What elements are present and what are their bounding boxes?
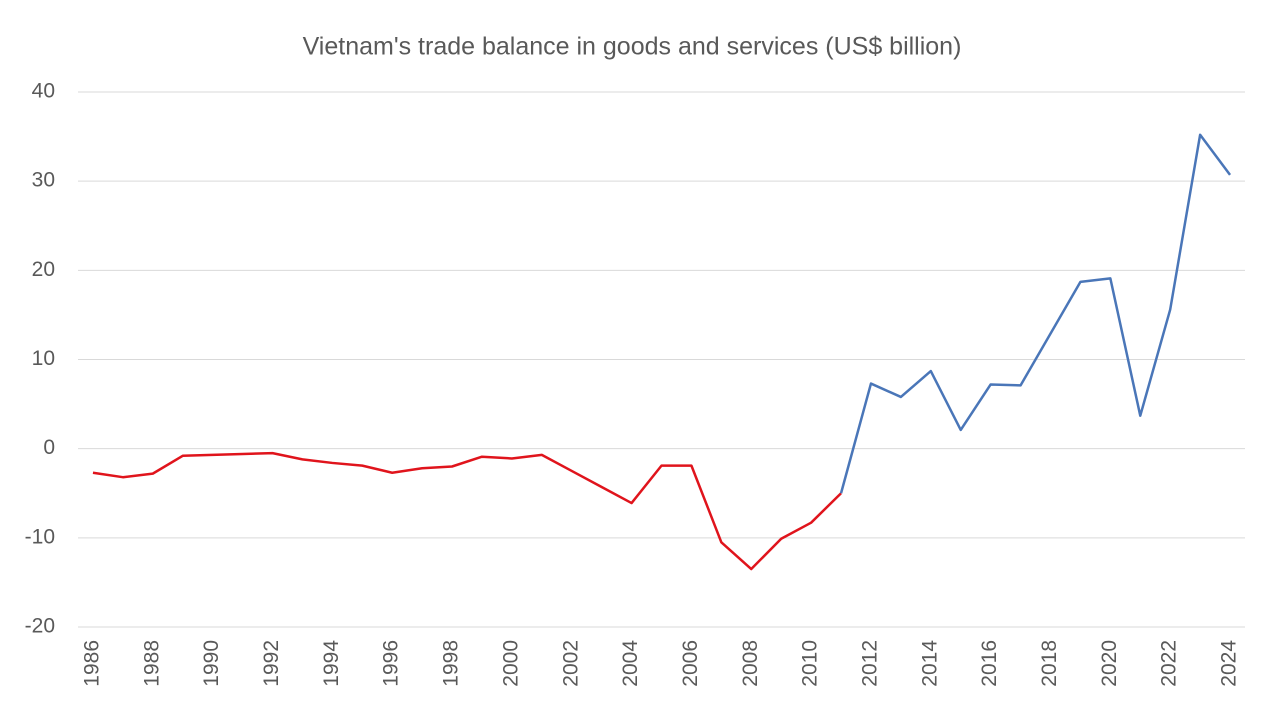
x-tick-label: 1992 [260,640,283,687]
y-tick-label: 10 [32,347,55,370]
series-line [839,133,1232,494]
y-tick-label: 20 [32,258,55,281]
x-tick-label: 2024 [1218,640,1241,687]
y-tick-label: -20 [25,615,55,638]
x-tick-label: 2020 [1098,640,1121,687]
x-tick-label: 2018 [1038,640,1061,687]
x-tick-label: 2012 [859,640,882,687]
y-tick-label: -10 [25,525,55,548]
x-tick-label: 2016 [978,640,1001,687]
x-tick-label: 1990 [200,640,223,687]
y-tick-label: 30 [32,169,55,192]
x-tick-label: 2002 [559,640,582,687]
y-tick-label: 40 [32,80,55,103]
x-tick-label: 1994 [320,640,343,687]
x-tick-label: 2014 [918,640,941,687]
series-line [92,451,842,571]
x-tick-label: 2004 [619,640,642,687]
x-tick-label: 1986 [81,640,104,687]
x-tick-label: 2000 [499,640,522,687]
x-tick-label: 1996 [380,640,403,687]
x-tick-label: 2022 [1158,640,1181,687]
chart-title: Vietnam's trade balance in goods and ser… [303,33,962,61]
x-tick-label: 1988 [140,640,163,687]
x-tick-label: 2006 [679,640,702,687]
y-tick-label: 0 [43,436,55,459]
x-tick-label: 2008 [739,640,762,687]
x-tick-label: 2010 [799,640,822,687]
x-tick-label: 1998 [440,640,463,687]
